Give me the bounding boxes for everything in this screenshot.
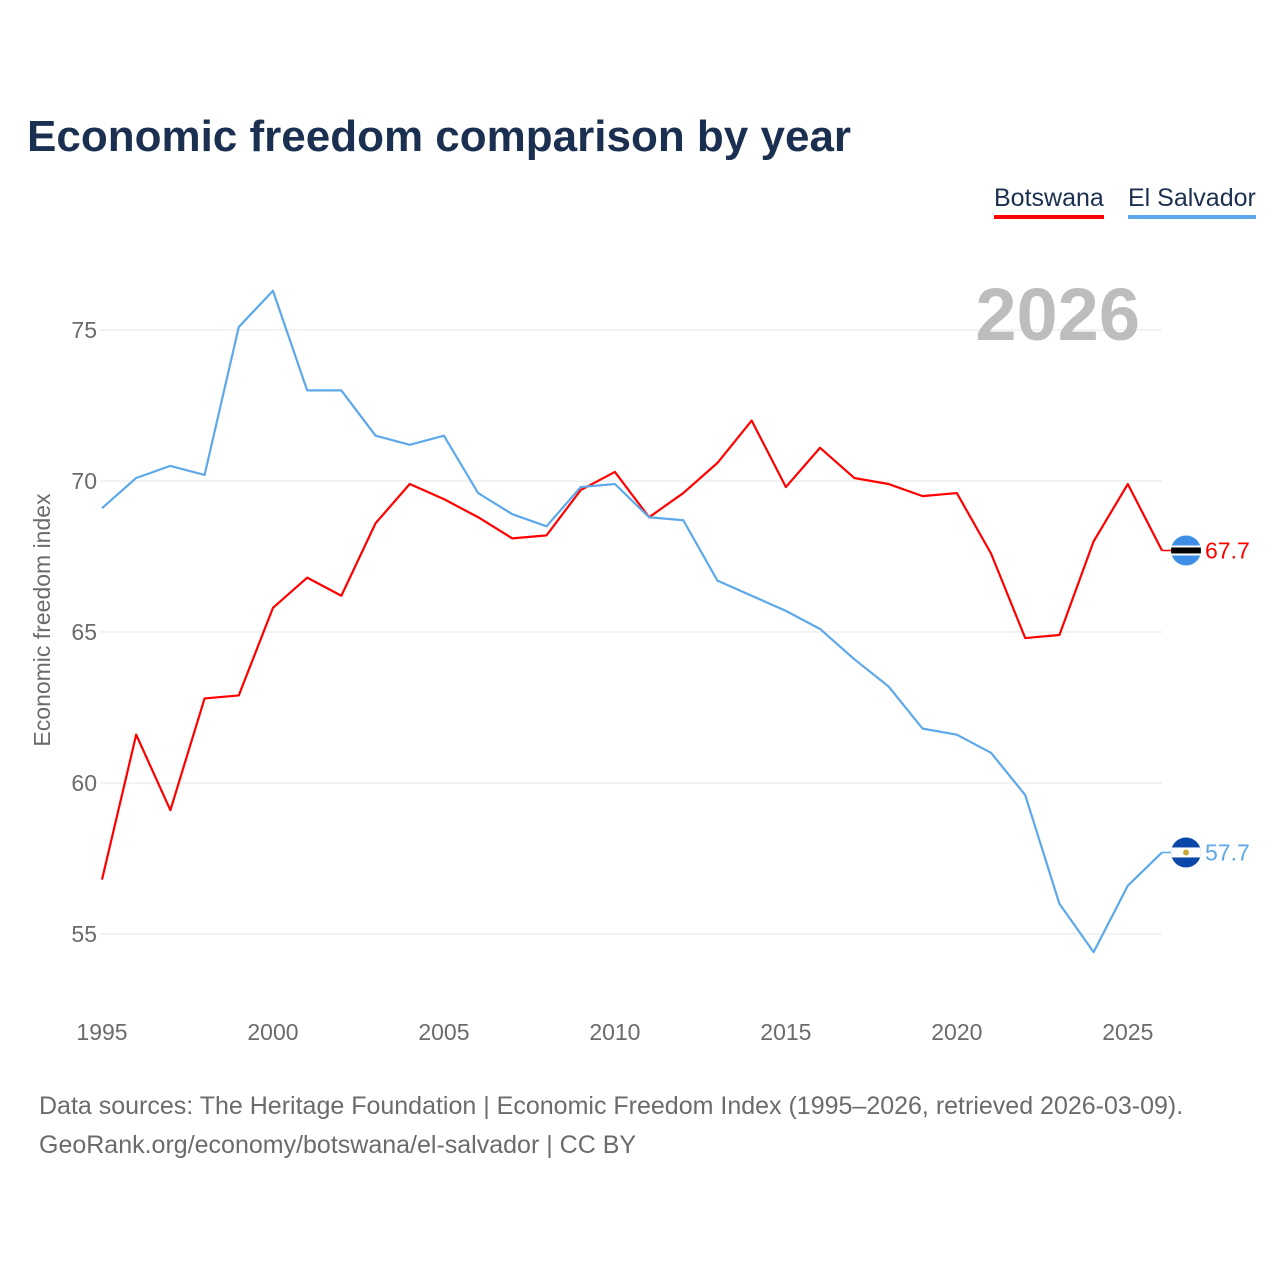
x-tick-label: 2025 <box>1102 1019 1153 1045</box>
y-tick-label: 75 <box>71 317 97 343</box>
legend-el-salvador[interactable]: El Salvador <box>1128 184 1256 219</box>
x-tick-label: 2015 <box>760 1019 811 1045</box>
x-tick-label: 2005 <box>418 1019 469 1045</box>
footer-sources: Data sources: The Heritage Foundation | … <box>39 1092 1184 1120</box>
y-axis-label: Economic freedom index <box>29 493 55 747</box>
y-tick-label: 55 <box>71 921 97 947</box>
end-value-label: 57.7 <box>1205 839 1250 865</box>
x-tick-label: 2000 <box>247 1019 298 1045</box>
series-line-el-salvador <box>101 289 1163 954</box>
series-line-botswana <box>100 419 1163 880</box>
footer-link[interactable]: GeoRank.org/economy/botswana/el-salvador… <box>39 1131 637 1159</box>
botswana-flag-icon <box>1171 535 1201 566</box>
y-tick-label: 60 <box>71 770 97 796</box>
x-tick-label: 2010 <box>589 1019 640 1045</box>
y-tick-label: 65 <box>71 619 97 645</box>
x-tick-label: 2020 <box>931 1019 982 1045</box>
footer: Data sources: The Heritage Foundation | … <box>39 1087 1183 1165</box>
chart-title: Economic freedom comparison by year <box>27 112 852 161</box>
x-tick-label: 1995 <box>76 1019 127 1045</box>
el-salvador-flag-icon <box>1171 837 1201 868</box>
end-value-label: 67.7 <box>1205 537 1250 563</box>
legend-botswana[interactable]: Botswana <box>994 184 1104 219</box>
y-tick-label: 70 <box>71 468 97 494</box>
year-watermark: 2026 <box>975 273 1140 356</box>
